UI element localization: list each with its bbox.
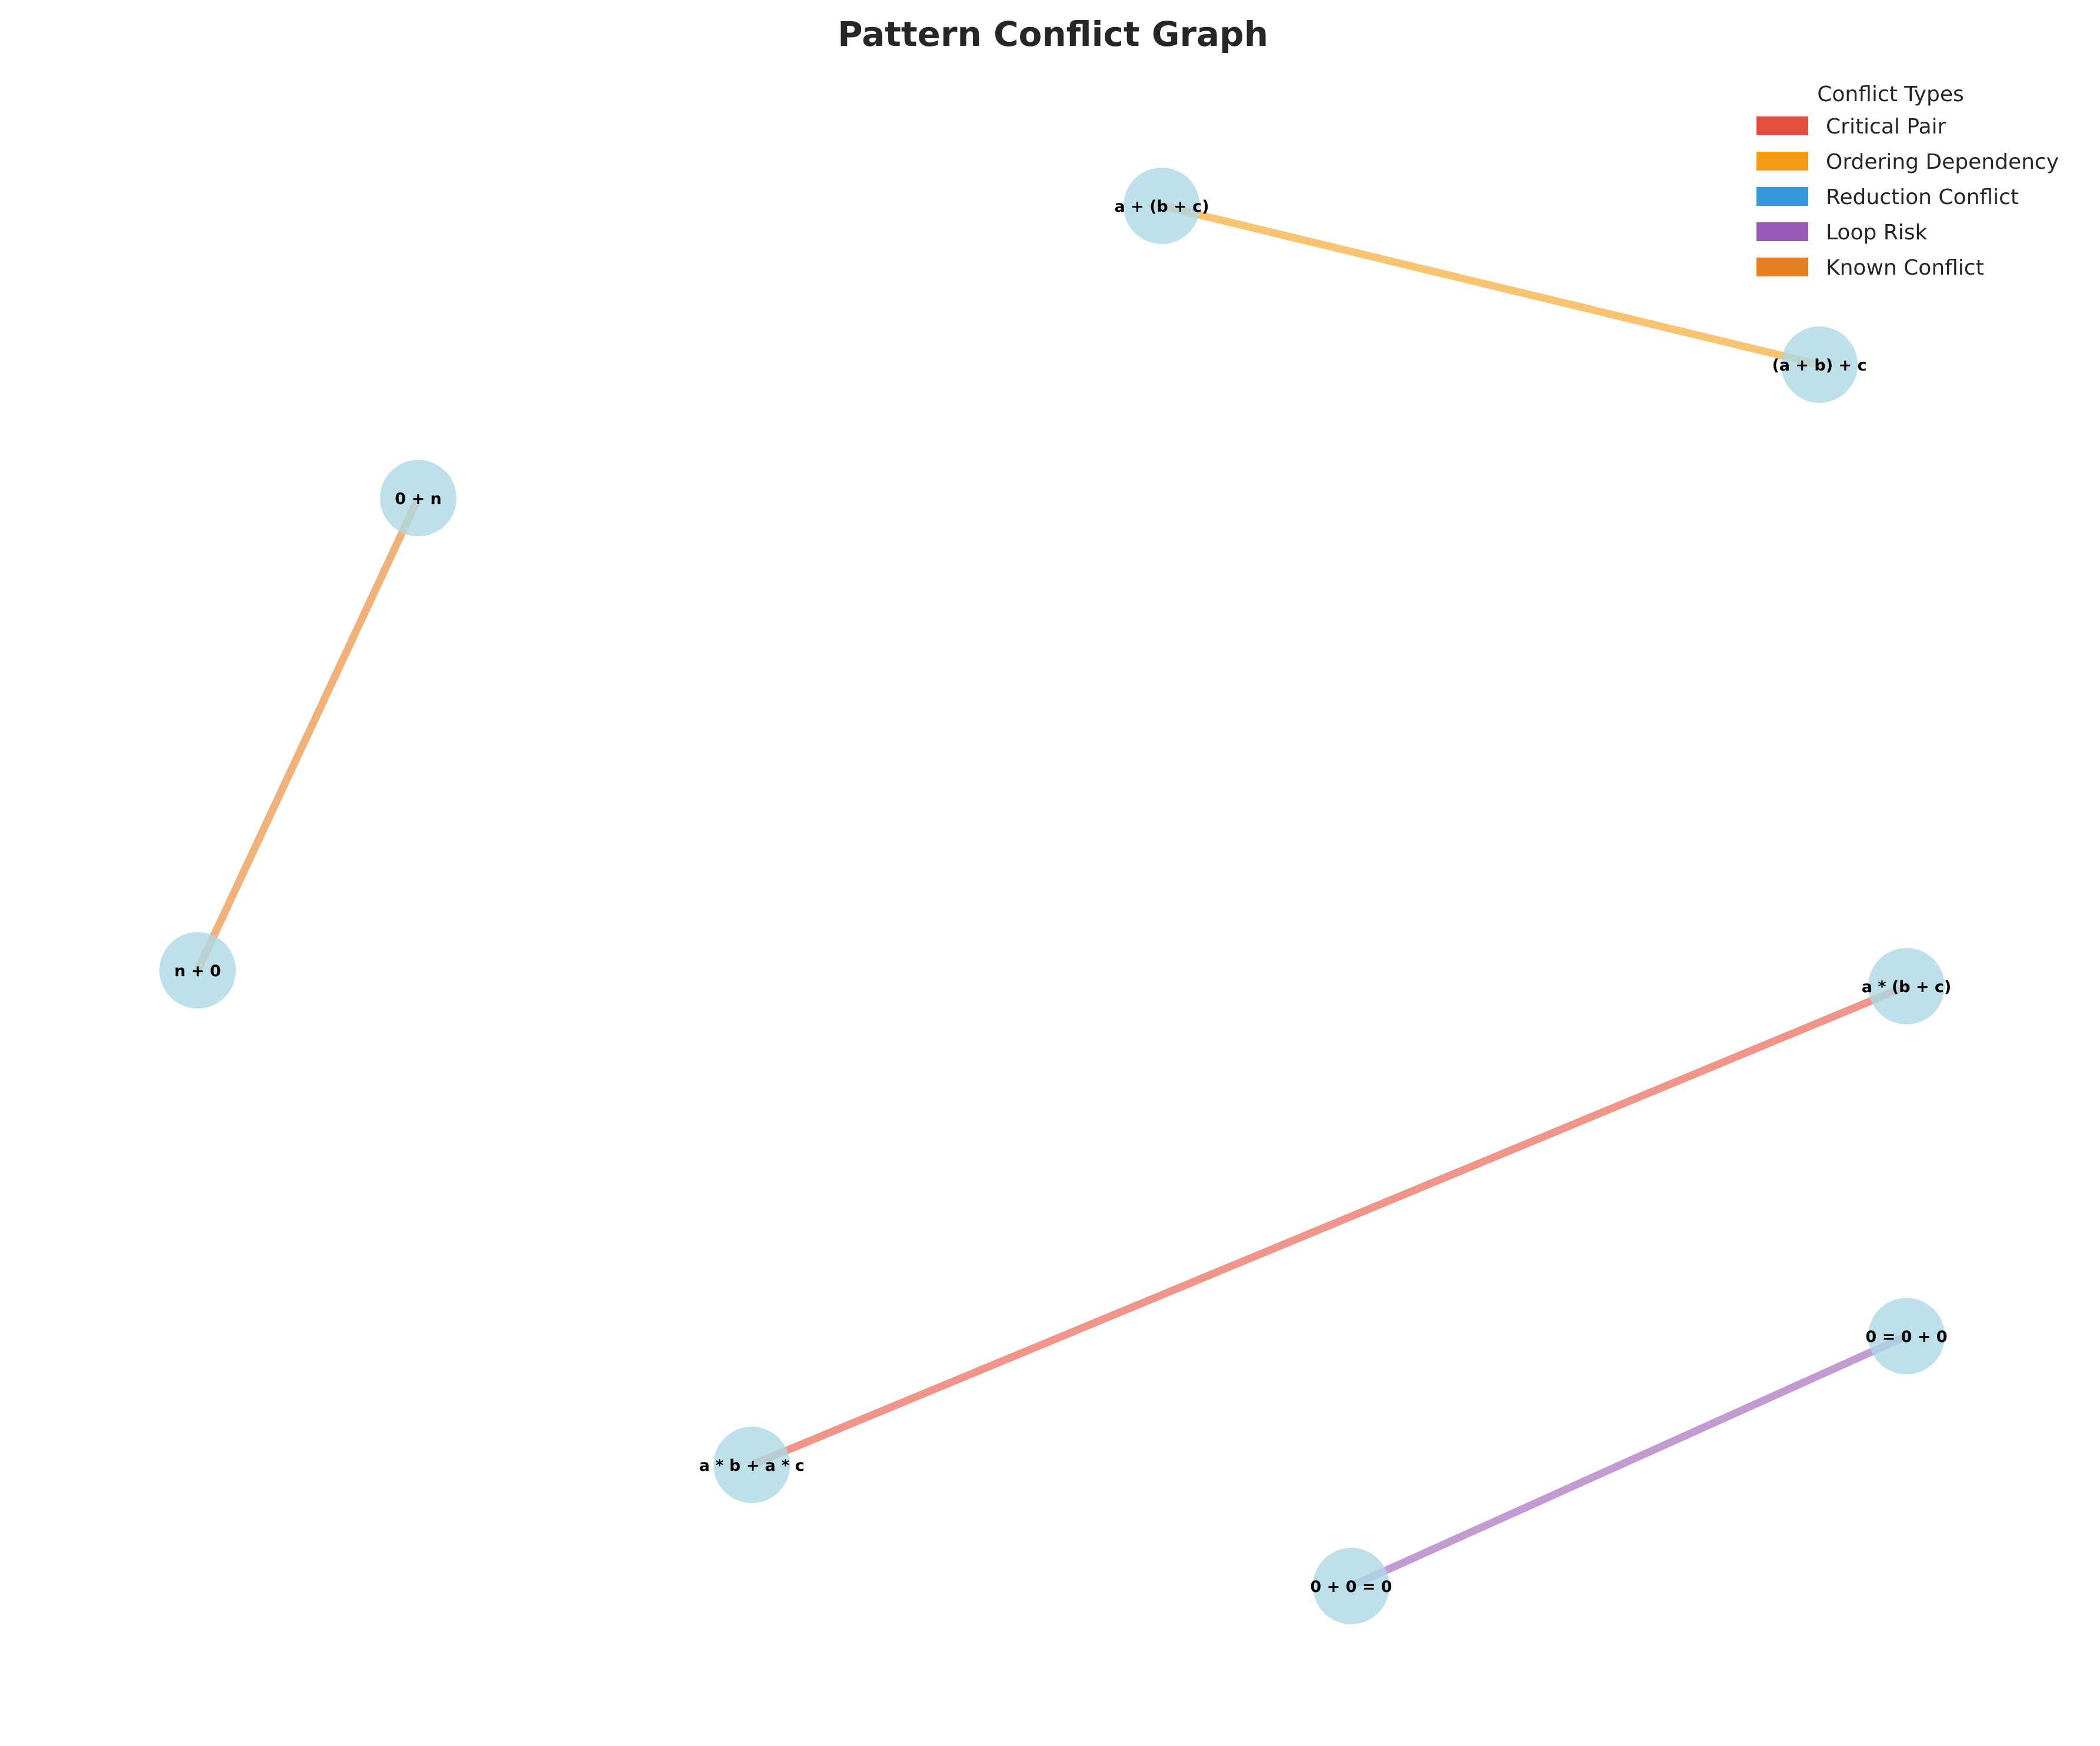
- edge-n5-n6: [748, 982, 1911, 1469]
- graph-node: 0 = 0 + 0: [1865, 1298, 1948, 1374]
- graph-node: 0 + n: [380, 460, 456, 536]
- legend-label: Known Conflict: [1826, 256, 1984, 280]
- node-label: 0 + 0 = 0: [1310, 1578, 1392, 1596]
- legend-swatch: [1756, 258, 1808, 276]
- graph-node: (a + b) + c: [1772, 326, 1867, 403]
- legend-entry: Reduction Conflict: [1756, 185, 2019, 209]
- legend-entry: Ordering Dependency: [1756, 150, 2059, 174]
- node-label: n + 0: [174, 962, 221, 980]
- legend-label: Ordering Dependency: [1826, 150, 2059, 174]
- node-circle: [380, 460, 456, 536]
- node-circle: [1868, 948, 1945, 1024]
- node-label: a + (b + c): [1114, 198, 1209, 216]
- legend-entry: Critical Pair: [1756, 115, 1946, 139]
- node-label: 0 = 0 + 0: [1865, 1328, 1947, 1346]
- graph-node: a + (b + c): [1114, 168, 1209, 244]
- legend: Conflict Types Critical Pair Ordering Dep…: [1756, 82, 2059, 280]
- node-circle: [714, 1427, 790, 1503]
- graph-node: n + 0: [159, 932, 236, 1009]
- legend-swatch: [1756, 116, 1808, 135]
- legend-swatch: [1756, 187, 1808, 206]
- graph-node: a * (b + c): [1862, 948, 1952, 1024]
- node-circle: [159, 932, 236, 1009]
- legend-label: Critical Pair: [1826, 115, 1946, 139]
- legend-swatch: [1756, 222, 1808, 241]
- legend-entry: Loop Risk: [1756, 221, 1928, 245]
- legend-swatch: [1756, 152, 1808, 171]
- page-title: Pattern Conflict Graph: [838, 14, 1268, 54]
- nodes-layer: a + (b + c) (a + b) + c 0 + n n + 0 a * (b +…: [159, 168, 1951, 1624]
- legend-label: Loop Risk: [1826, 221, 1928, 245]
- edges-layer: [194, 202, 1911, 1590]
- node-label: a * b + a * c: [699, 1457, 804, 1475]
- node-circle: [1124, 168, 1200, 244]
- node-circle: [1868, 1298, 1945, 1374]
- node-label: a * (b + c): [1862, 978, 1952, 996]
- node-label: (a + b) + c: [1772, 356, 1866, 375]
- legend-entry: Known Conflict: [1756, 256, 1984, 280]
- legend-entries: Critical Pair Ordering Dependency Reductio…: [1756, 115, 2059, 280]
- graph-node: a * b + a * c: [699, 1427, 805, 1503]
- node-circle: [1781, 326, 1858, 403]
- node-circle: [1313, 1548, 1389, 1624]
- node-label: 0 + n: [395, 490, 441, 508]
- legend-title: Conflict Types: [1817, 82, 1964, 106]
- edge-n3-n4: [194, 494, 422, 974]
- edge-n7-n8: [1347, 1332, 1911, 1590]
- legend-label: Reduction Conflict: [1826, 185, 2019, 209]
- edge-n1-n2: [1158, 202, 1824, 369]
- graph-node: 0 + 0 = 0: [1310, 1548, 1392, 1624]
